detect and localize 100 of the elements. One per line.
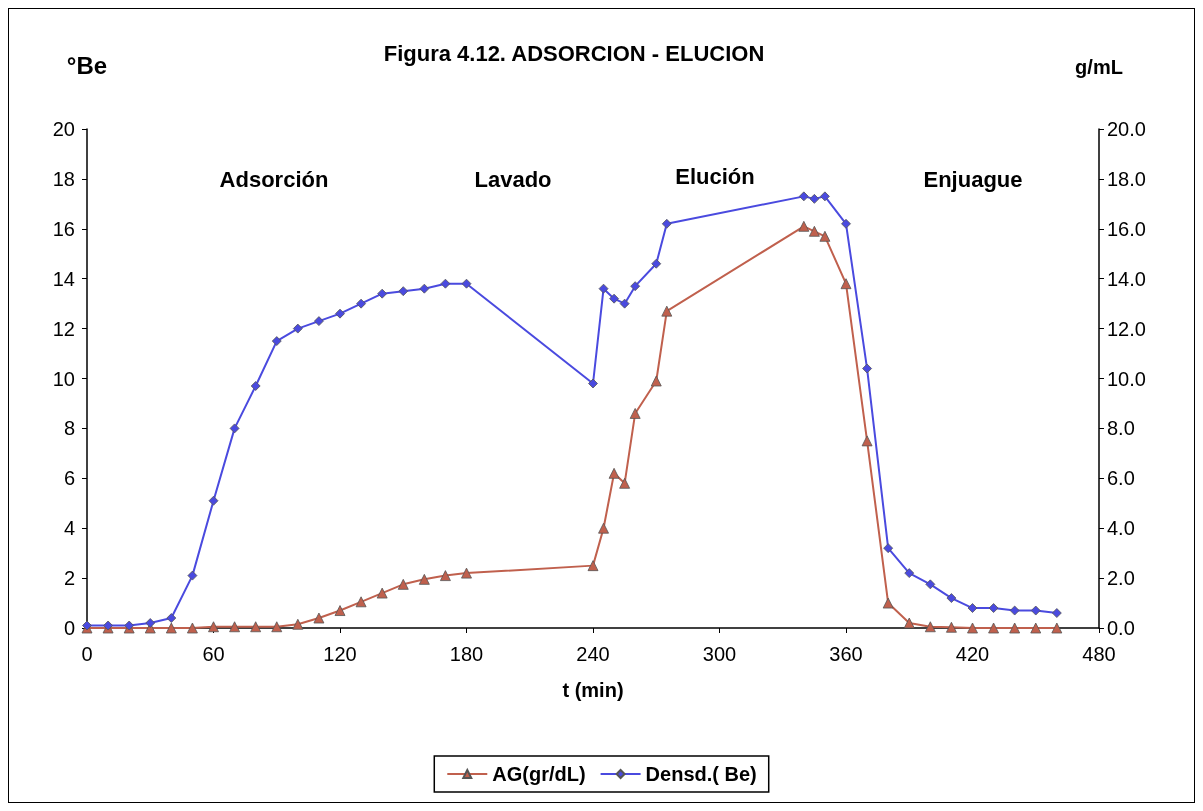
point	[808, 225, 820, 237]
y-tick-label: 4	[63, 517, 75, 540]
y-tick-label: 12	[52, 317, 75, 340]
point	[292, 618, 304, 630]
point	[629, 408, 641, 419]
point	[314, 316, 324, 327]
point	[440, 570, 451, 581]
point	[1030, 605, 1041, 616]
y2-tick-label: 14.0	[1107, 267, 1146, 290]
point	[946, 593, 957, 603]
y2-tick-label: 16.0	[1107, 217, 1146, 240]
point	[229, 423, 240, 434]
point	[820, 191, 830, 202]
annotation: Elución	[675, 163, 755, 189]
point	[377, 288, 388, 299]
x-tick-label: 0	[81, 643, 93, 665]
point	[967, 622, 978, 634]
y-tick-label: 20	[52, 118, 75, 140]
y-tick-label: 10	[52, 367, 75, 390]
point	[924, 621, 936, 633]
point	[904, 568, 915, 579]
point	[187, 622, 198, 634]
point	[988, 622, 999, 634]
y-tick-label: 2	[63, 567, 75, 590]
point	[809, 193, 820, 204]
y2-tick-label: 0.0	[1107, 617, 1135, 639]
point	[925, 579, 936, 590]
y2-tick-label: 18.0	[1107, 167, 1146, 190]
x-tick-label: 60	[202, 643, 225, 665]
point	[661, 305, 673, 317]
point	[313, 612, 325, 624]
point	[598, 522, 609, 534]
point	[335, 308, 345, 319]
point	[661, 218, 672, 229]
point	[883, 543, 894, 554]
point	[650, 375, 662, 387]
x-tick-label: 240	[576, 643, 610, 665]
y2-tick-label: 12.0	[1107, 317, 1146, 340]
point	[250, 381, 261, 391]
y-tick-label: 8	[63, 417, 75, 440]
point	[588, 378, 598, 389]
point	[609, 293, 619, 304]
point	[271, 621, 283, 633]
point	[356, 298, 366, 309]
point	[145, 618, 156, 628]
legend-label: Densd.( Be)	[645, 763, 757, 785]
point	[440, 278, 451, 289]
y2-tick-label: 6.0	[1107, 467, 1135, 490]
point	[292, 323, 303, 334]
point	[819, 230, 831, 242]
point	[1009, 622, 1021, 634]
point	[376, 587, 388, 599]
point	[946, 621, 957, 633]
point	[651, 258, 662, 269]
point	[630, 281, 641, 292]
y-tick-label: 14	[52, 267, 75, 290]
point	[903, 617, 915, 629]
y-tick-label: 18	[52, 167, 75, 190]
y-tick-label: 6	[63, 467, 75, 490]
point	[419, 283, 430, 294]
y2-tick-label: 10.0	[1107, 367, 1146, 390]
point	[398, 286, 409, 297]
y2-tick-label: 2.0	[1107, 567, 1135, 590]
x-tick-label: 300	[702, 643, 737, 665]
point	[598, 283, 609, 294]
y-axis-title: °Be	[66, 51, 108, 79]
x-tick-label: 180	[449, 643, 484, 665]
x-axis-title: t (min)	[562, 679, 624, 701]
point	[1051, 608, 1062, 618]
point	[1009, 605, 1020, 616]
annotation: Enjuague	[923, 166, 1023, 192]
point	[208, 495, 219, 506]
point	[418, 573, 430, 585]
y2-tick-label: 8.0	[1107, 417, 1135, 440]
point	[619, 298, 630, 309]
point	[166, 613, 177, 623]
x-tick-label: 360	[829, 643, 863, 665]
point	[798, 220, 810, 232]
y2-tick-label: 4.0	[1107, 517, 1135, 540]
point	[1030, 622, 1042, 634]
point	[397, 578, 409, 590]
point	[608, 467, 620, 479]
y-tick-label: 16	[52, 217, 75, 240]
point	[862, 363, 872, 374]
point	[461, 278, 472, 289]
y2-axis-title: g/mL	[1075, 56, 1123, 78]
y2-tick-label: 20.0	[1107, 118, 1146, 140]
x-tick-label: 420	[955, 643, 990, 665]
point	[461, 567, 472, 579]
y-tick-label: 0	[63, 617, 75, 639]
point	[882, 597, 894, 609]
point	[250, 621, 262, 633]
point	[988, 603, 999, 613]
chart-title: Figura 4.12. ADSORCION - ELUCION	[383, 40, 765, 66]
point	[861, 435, 873, 447]
point	[840, 278, 852, 290]
annotation: Lavado	[474, 166, 552, 192]
point	[798, 191, 809, 202]
point	[229, 621, 240, 633]
x-tick-label: 120	[323, 643, 357, 665]
